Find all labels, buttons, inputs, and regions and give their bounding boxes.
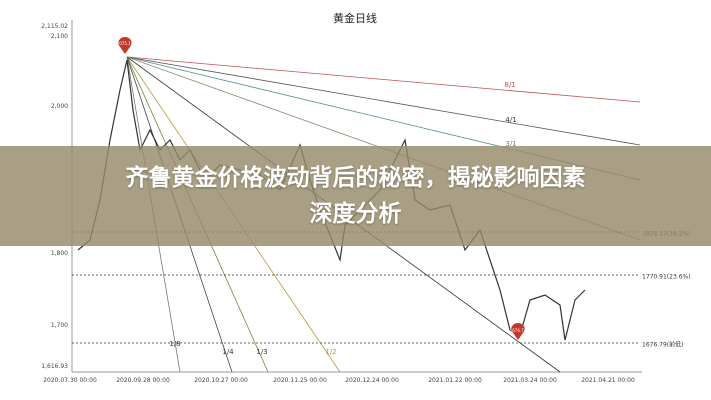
marker-label: 2075.18 [117, 41, 134, 46]
x-tick-label: 2020.10.27 00:00 [194, 377, 248, 384]
fan-label: 1/2 [325, 348, 336, 356]
banner-line: 深度分析 [309, 201, 402, 227]
level-label: 1676.79(前低) [642, 341, 684, 349]
x-tick-label: 2020.07.30 00:00 [43, 377, 97, 384]
labels: 2,115.02 2,100 2,000 1,800 1,700 1,616.93 2020… [41, 23, 690, 384]
y-tick-label: 2,100 [51, 33, 68, 40]
y-tick-label: 2,000 [51, 103, 68, 110]
fan-label: 1/4 [222, 348, 234, 356]
y-tick-label: 2,115.02 [41, 23, 68, 30]
marker-pin [118, 37, 132, 54]
x-tick-label: 2021.03.24 00:00 [503, 377, 557, 384]
banner-line: 齐鲁黄金价格波动背后的秘密，揭秘影响因素 [125, 165, 586, 191]
fan-line [126, 56, 641, 146]
title-banner: 齐鲁黄金价格波动背后的秘密，揭秘影响因素 深度分析 [0, 146, 711, 246]
y-tick-label: 1,700 [51, 322, 68, 329]
y-tick-label: 1,616.93 [41, 363, 68, 370]
fan-label: 8/1 [504, 81, 515, 89]
x-tick-label: 2020.11.25 00:00 [273, 377, 327, 384]
chart-title: 黄金日线 [333, 11, 377, 25]
level-label: 1770.91(23.6%) [642, 274, 691, 281]
marker-label: 1676.79 [510, 328, 527, 333]
x-tick-label: 2020.09.28 00:00 [116, 377, 170, 384]
fan-label: 1/8 [169, 340, 180, 348]
fan-label: 3/1 [505, 140, 516, 148]
x-tick-label: 2020.12.24 00:00 [345, 377, 399, 384]
marker-pin [511, 323, 525, 340]
x-tick-label: 2021.04.21 00:00 [581, 377, 635, 384]
fan-line [126, 56, 641, 103]
fan-label: 4/1 [505, 116, 516, 124]
x-tick-label: 2021.01.22 00:00 [428, 377, 482, 384]
fan-label: 1/3 [256, 348, 267, 356]
y-tick-label: 1,800 [51, 250, 68, 257]
